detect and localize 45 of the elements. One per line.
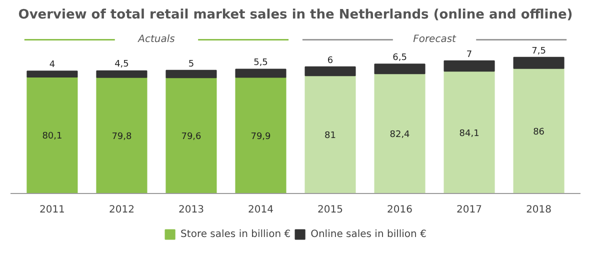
bar (96, 70, 148, 78)
chart-title: Overview of total retail market sales in the Netherlands (online and offline) (18, 8, 573, 22)
bar (444, 60, 495, 72)
data-label: 4,5 (114, 60, 129, 70)
bar (304, 75, 356, 194)
data-label: 79,9 (250, 132, 272, 142)
data-label: 4 (49, 60, 56, 70)
bar (513, 56, 564, 69)
text: Actuals (137, 34, 175, 46)
data-label: 86 (533, 127, 545, 138)
bar (374, 73, 426, 194)
data-label: 5,5 (254, 58, 268, 68)
bar (166, 70, 217, 78)
legend-label: Online sales in billion € (310, 228, 426, 240)
bar (26, 76, 78, 194)
bar (374, 64, 426, 74)
bar (304, 66, 356, 76)
x-tick-label: 2013 (178, 204, 204, 216)
data-label: 79,8 (112, 132, 132, 142)
x-tick-label: 2014 (248, 204, 274, 216)
x-tick-label: 2011 (39, 204, 65, 216)
data-label: 82,4 (390, 130, 410, 140)
data-label: 79,6 (181, 132, 202, 142)
bar (235, 76, 286, 194)
x-tick-label: 2016 (387, 204, 412, 216)
bar (166, 77, 217, 194)
bar (444, 70, 495, 194)
data-label: 7,5 (532, 46, 546, 56)
bar (96, 76, 148, 194)
bar (513, 68, 564, 194)
text: Forecast (413, 34, 458, 46)
data-label: 7 (466, 50, 472, 60)
x-tick-label: 2017 (456, 204, 482, 216)
data-label: 84,1 (459, 128, 480, 139)
x-tick-label: 2018 (526, 204, 552, 216)
data-label: 6 (327, 56, 334, 66)
legend-label: Store sales in billion € (180, 228, 291, 240)
bar (26, 70, 78, 78)
x-tick-label: 2015 (318, 204, 343, 216)
data-label: 81 (324, 131, 336, 142)
x-tick-label: 2012 (108, 204, 134, 216)
data-label: 5 (188, 59, 194, 70)
data-label: 80,1 (42, 132, 62, 142)
bar (235, 68, 286, 78)
data-label: 6,5 (392, 53, 407, 64)
